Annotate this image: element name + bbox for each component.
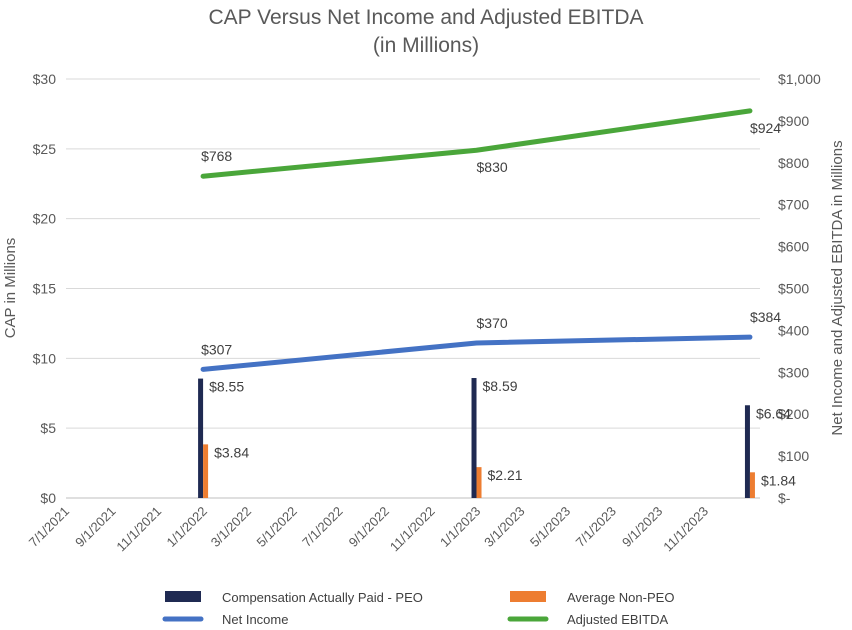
x-tick-label: 9/1/2021 [72,504,118,550]
bar-0-1 [471,378,477,498]
line-series [200,108,753,372]
bar-series [198,378,755,498]
legend-swatch [510,591,546,602]
left-axis-title: CAP in Millions [2,238,19,339]
left-tick-label: $25 [33,141,57,157]
x-tick-label: 11/1/2023 [660,504,711,555]
right-tick-label: $400 [778,322,809,338]
x-tick-label: 1/1/2023 [437,504,483,550]
x-tick-label: 5/1/2023 [527,504,573,550]
right-axis-title: Net Income and Adjusted EBITDA in Millio… [829,140,846,435]
bar-1-0 [203,444,209,498]
right-tick-label: $- [778,490,791,506]
right-tick-label: $700 [778,197,809,213]
left-tick-label: $30 [33,71,57,87]
right-tick-label: $900 [778,113,809,129]
legend-label: Average Non-PEO [567,590,674,605]
bar-1-2 [749,472,755,498]
legend-label: Adjusted EBITDA [567,612,668,627]
x-tick-label: 11/1/2022 [387,504,438,555]
left-axis-ticks: $0 $5 $10 $15 $20 $25 $30 [33,71,57,506]
chart-title-line-2: (in Millions) [373,34,479,57]
left-tick-label: $5 [40,420,56,436]
right-tick-label: $600 [778,239,809,255]
data-labels: $8.55 $8.59 $6.64 $3.84 $2.21 $1.84 $307 $370 $3… [201,120,796,488]
right-tick-label: $500 [778,281,809,297]
x-tick-label: 11/1/2021 [113,504,164,555]
bar-data-label: $8.55 [209,379,244,395]
left-tick-label: $20 [33,211,57,227]
legend-label: Net Income [222,612,288,627]
bar-data-label: $3.84 [214,444,249,460]
x-tick-label: 7/1/2023 [573,504,619,550]
line-data-label: $924 [750,120,781,136]
x-tick-label: 1/1/2022 [164,504,210,550]
x-tick-label: 3/1/2022 [208,504,254,550]
line-data-label: $830 [477,159,508,175]
right-axis-ticks: $- $100 $200 $300 $400 $500 $600 $700 $800 $900 $1… [778,71,821,506]
line-3 [200,108,753,179]
right-tick-label: $800 [778,155,809,171]
line-data-label: $768 [201,148,232,164]
x-tick-label: 7/1/2021 [26,504,72,550]
line-data-label: $307 [201,341,232,357]
line-data-label: $370 [477,315,508,331]
bar-1-1 [476,467,482,498]
x-tick-label: 7/1/2022 [299,504,345,550]
bar-data-label: $8.59 [483,378,518,394]
chart-title-line-1: CAP Versus Net Income and Adjusted EBITD… [208,6,643,29]
bar-data-label: $6.64 [756,405,791,421]
bar-data-label: $2.21 [488,467,523,483]
bar-data-label: $1.84 [761,472,796,488]
x-tick-label: 3/1/2023 [481,504,527,550]
bar-0-0 [198,378,204,498]
legend: Compensation Actually Paid - PEO Average … [162,590,674,627]
x-tick-label: 5/1/2022 [253,504,299,550]
bar-0-2 [744,405,750,498]
x-tick-label: 9/1/2022 [346,504,392,550]
line-data-label: $384 [750,309,781,325]
right-tick-label: $200 [778,406,809,422]
left-tick-label: $15 [33,281,57,297]
x-tick-label: 9/1/2023 [619,504,665,550]
left-tick-label: $10 [33,350,57,366]
left-tick-label: $0 [40,490,56,506]
right-tick-label: $300 [778,364,809,380]
legend-swatch [165,591,201,602]
right-tick-label: $1,000 [778,71,821,87]
line-2 [200,334,753,372]
right-tick-label: $100 [778,448,809,464]
gridlines [66,78,760,499]
legend-label: Compensation Actually Paid - PEO [222,590,423,605]
